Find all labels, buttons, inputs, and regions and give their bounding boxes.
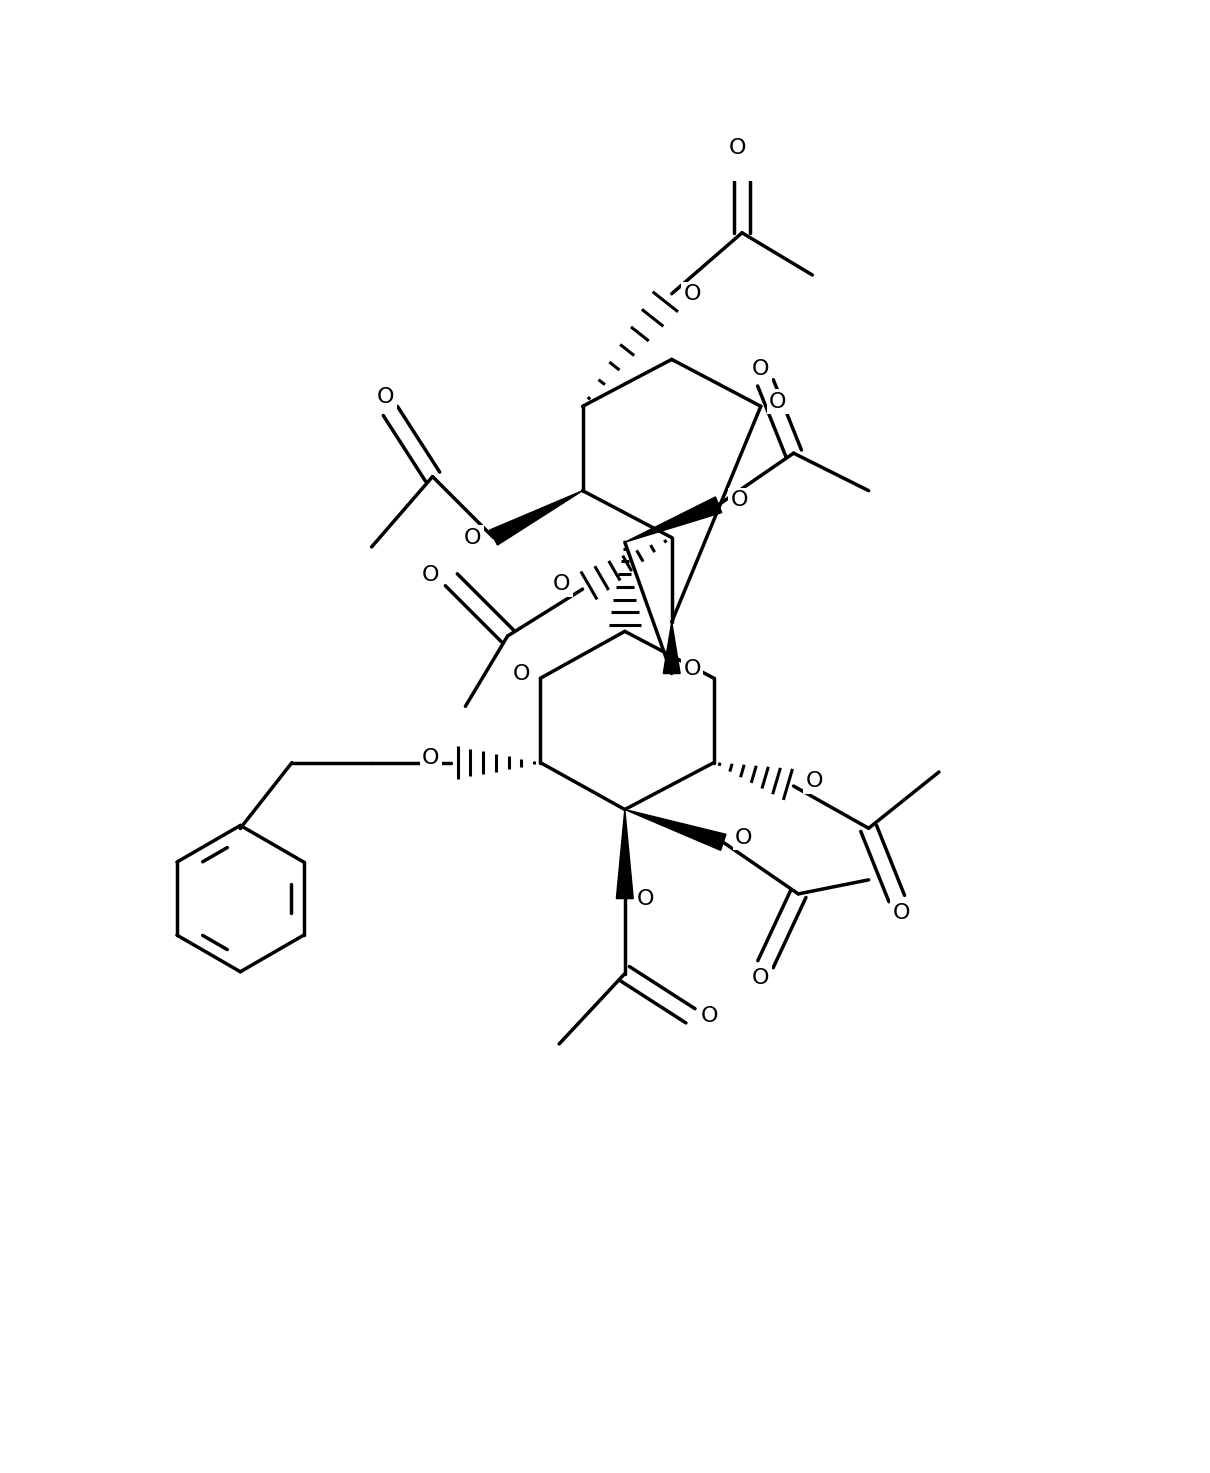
Text: O: O xyxy=(728,138,747,159)
Text: O: O xyxy=(893,903,910,922)
Polygon shape xyxy=(663,622,680,673)
Text: O: O xyxy=(701,1006,718,1025)
Text: O: O xyxy=(768,392,786,411)
Text: O: O xyxy=(806,772,823,791)
Text: O: O xyxy=(378,387,394,407)
Text: O: O xyxy=(684,284,701,303)
Text: O: O xyxy=(422,566,439,585)
Text: O: O xyxy=(753,359,770,379)
Text: O: O xyxy=(753,968,770,988)
Text: O: O xyxy=(553,574,571,595)
Polygon shape xyxy=(624,810,726,850)
Polygon shape xyxy=(624,496,721,542)
Polygon shape xyxy=(490,491,583,545)
Text: O: O xyxy=(684,658,701,679)
Text: O: O xyxy=(513,663,530,683)
Text: O: O xyxy=(736,828,753,847)
Text: O: O xyxy=(731,491,748,510)
Text: O: O xyxy=(636,888,655,909)
Text: O: O xyxy=(465,527,482,548)
Polygon shape xyxy=(616,810,633,899)
Text: O: O xyxy=(422,748,439,767)
